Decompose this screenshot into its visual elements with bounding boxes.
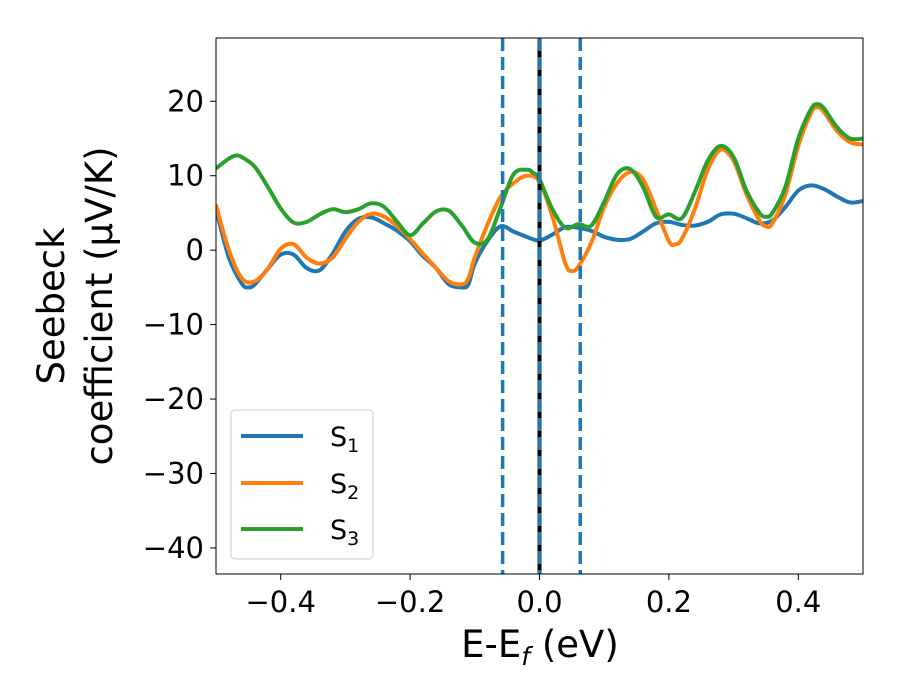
legend-label-s3: S3: [330, 515, 359, 550]
legend: S1 S2 S3: [230, 409, 374, 560]
series-line-s1: [216, 183, 863, 290]
y-tick-label: −20: [143, 382, 204, 416]
x-tick-label: 0.0: [516, 585, 562, 619]
x-tick-label: 0.4: [775, 585, 821, 619]
y-axis-label-line1: Seebeck: [30, 227, 73, 385]
legend-label-s1: S1: [330, 422, 359, 457]
y-tick-label: 20: [167, 84, 204, 118]
y-axis-label: Seebeck coefficient (μV/K): [30, 146, 121, 465]
y-tick-label: 0: [186, 233, 204, 267]
legend-label-s2: S2: [330, 469, 359, 504]
x-tick-label: −0.2: [375, 585, 445, 619]
y-axis: −40 −30 −20 −10 0 10 20: [143, 84, 216, 565]
x-tick-label: 0.2: [646, 585, 692, 619]
x-tick-label: −0.4: [245, 585, 315, 619]
y-tick-label: −30: [143, 457, 204, 491]
y-tick-label: −10: [143, 308, 204, 342]
vline-layer: [500, 38, 583, 574]
x-axis: −0.4 −0.2 0.0 0.2 0.4: [245, 574, 821, 619]
x-axis-label: E-Ef (eV): [461, 623, 619, 671]
y-axis-label-line2: coefficient (μV/K): [78, 146, 121, 465]
series-line-s2: [216, 105, 863, 287]
y-tick-label: −40: [143, 531, 204, 565]
y-tick-label: 10: [167, 159, 204, 193]
